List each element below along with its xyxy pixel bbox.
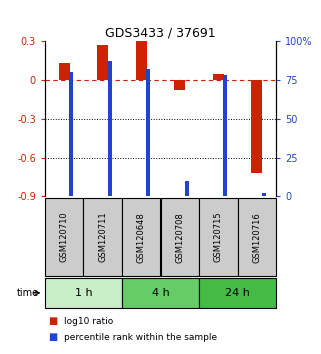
Bar — [160, 198, 199, 276]
Text: 4 h: 4 h — [152, 288, 169, 298]
Bar — [185, 181, 189, 196]
Bar — [108, 61, 112, 196]
Bar — [97, 45, 108, 80]
Bar — [262, 193, 266, 196]
Bar — [223, 75, 227, 196]
Text: log10 ratio: log10 ratio — [64, 317, 113, 326]
Text: time: time — [16, 288, 39, 298]
Bar — [213, 74, 224, 80]
Bar — [238, 198, 276, 276]
Bar — [69, 72, 73, 196]
Text: GSM120648: GSM120648 — [137, 212, 146, 263]
Text: GSM120711: GSM120711 — [98, 212, 107, 263]
Bar — [174, 80, 185, 90]
Text: 1 h: 1 h — [75, 288, 92, 298]
Bar — [199, 278, 276, 308]
Bar — [59, 63, 70, 80]
Text: GSM120716: GSM120716 — [252, 212, 261, 263]
Bar — [122, 278, 199, 308]
Bar — [45, 198, 83, 276]
Bar — [146, 69, 150, 196]
Bar — [83, 198, 122, 276]
Text: percentile rank within the sample: percentile rank within the sample — [64, 333, 217, 342]
Text: 24 h: 24 h — [225, 288, 250, 298]
Text: GSM120715: GSM120715 — [214, 212, 223, 263]
Text: ■: ■ — [48, 332, 57, 342]
Bar — [251, 80, 262, 173]
Title: GDS3433 / 37691: GDS3433 / 37691 — [105, 27, 216, 40]
Text: ■: ■ — [48, 316, 57, 326]
Text: GSM120710: GSM120710 — [60, 212, 69, 263]
Bar — [199, 198, 238, 276]
Bar — [122, 198, 160, 276]
Bar — [136, 41, 147, 80]
Text: GSM120708: GSM120708 — [175, 212, 184, 263]
Bar — [45, 278, 122, 308]
